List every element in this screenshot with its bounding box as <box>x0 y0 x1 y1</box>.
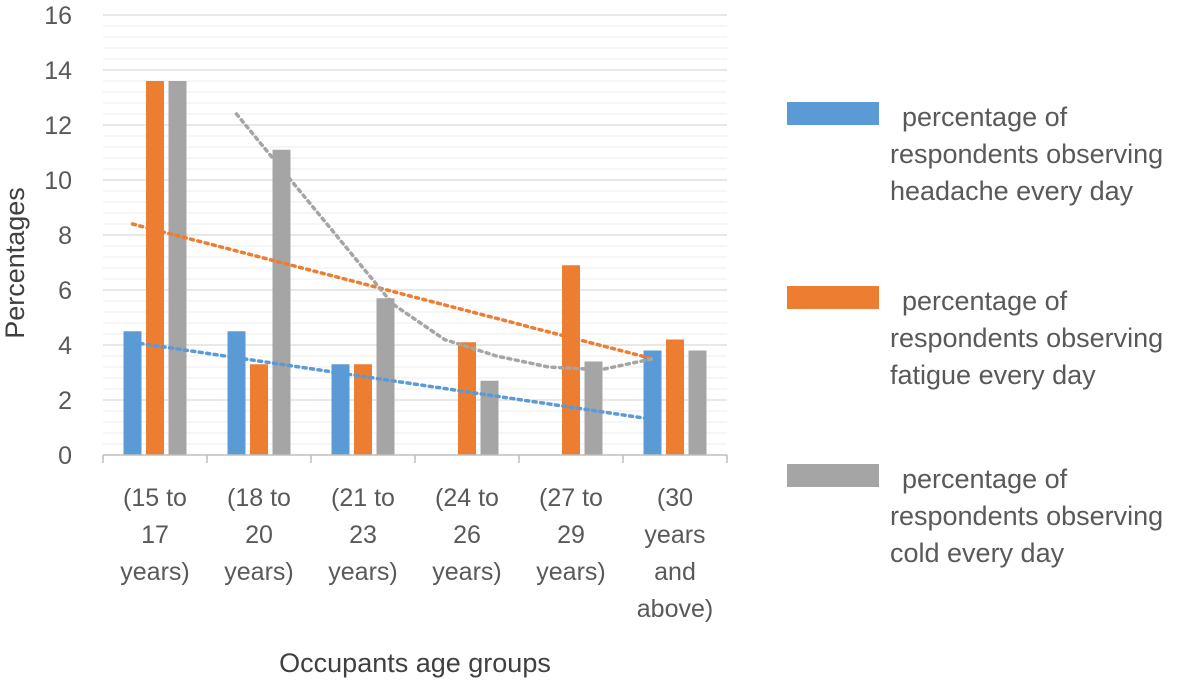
x-tick-label: years) <box>224 558 293 586</box>
y-tick-label: 6 <box>58 277 72 305</box>
y-tick-label: 10 <box>44 167 72 195</box>
x-tick-label: 20 <box>245 521 273 549</box>
bar <box>458 342 476 455</box>
x-tick-label: 26 <box>453 521 481 549</box>
x-tick-label: years <box>644 521 705 549</box>
legend-label: respondents observing <box>890 501 1163 531</box>
x-tick-label: years) <box>328 558 397 586</box>
x-tick-label: years) <box>432 558 501 586</box>
bar <box>146 81 164 455</box>
y-axis-title: Percentages <box>0 187 30 339</box>
x-tick-label: years) <box>120 558 189 586</box>
bar <box>123 331 142 455</box>
legend-label: respondents observing <box>890 139 1163 169</box>
bar <box>643 350 662 455</box>
x-tick-label: 23 <box>349 521 377 549</box>
x-tick-label: (21 to <box>331 484 395 512</box>
y-tick-label: 2 <box>58 387 72 415</box>
y-tick-label: 8 <box>58 222 72 250</box>
bar <box>480 380 499 455</box>
trendlines <box>130 112 655 422</box>
bar <box>354 364 372 455</box>
bar <box>250 364 268 455</box>
trendline <box>130 222 655 361</box>
legend-label: headache every day <box>890 176 1134 206</box>
bar <box>688 350 707 455</box>
legend-label: percentage of <box>902 102 1068 132</box>
y-tick-label: 4 <box>58 332 72 360</box>
x-axis-labels: (15 to 17 years) (18 to 20 years) (21 to 23 year… <box>120 484 713 623</box>
legend-swatch <box>787 102 879 125</box>
bar <box>272 149 291 455</box>
legend-label: fatigue every day <box>890 360 1096 390</box>
x-tick-label: 29 <box>557 521 585 549</box>
y-axis-ticks: 0 2 4 6 8 10 12 14 16 <box>44 2 72 470</box>
x-tick-label: (27 to <box>539 484 603 512</box>
bar <box>562 265 580 455</box>
y-tick-label: 16 <box>44 2 72 30</box>
bars <box>123 81 707 455</box>
x-tick-label: and <box>654 558 696 586</box>
x-tick-label: years) <box>536 558 605 586</box>
legend-label: cold every day <box>890 538 1065 568</box>
gridlines <box>103 14 727 445</box>
x-tick-label: 17 <box>141 521 169 549</box>
legend: percentage of respondents observing headac… <box>787 102 1163 568</box>
y-tick-label: 12 <box>44 112 72 140</box>
bar <box>376 298 395 455</box>
bar <box>168 81 187 455</box>
x-axis-ticks <box>102 455 728 463</box>
trendline <box>234 112 655 372</box>
x-axis-title: Occupants age groups <box>279 648 551 678</box>
legend-swatch <box>787 464 879 487</box>
bar <box>666 339 684 455</box>
y-tick-label: 0 <box>58 442 72 470</box>
x-tick-label: above) <box>637 595 713 623</box>
bar <box>331 364 350 455</box>
legend-swatch <box>787 286 879 309</box>
legend-label: percentage of <box>902 464 1068 494</box>
bar <box>584 361 603 455</box>
y-tick-label: 14 <box>44 57 72 85</box>
x-tick-label: (30 <box>657 484 693 512</box>
legend-label: respondents observing <box>890 323 1163 353</box>
bar <box>227 331 246 455</box>
trendline <box>130 340 655 422</box>
legend-label: percentage of <box>902 286 1068 316</box>
x-tick-label: (15 to <box>123 484 187 512</box>
x-tick-label: (24 to <box>435 484 499 512</box>
x-tick-label: (18 to <box>227 484 291 512</box>
